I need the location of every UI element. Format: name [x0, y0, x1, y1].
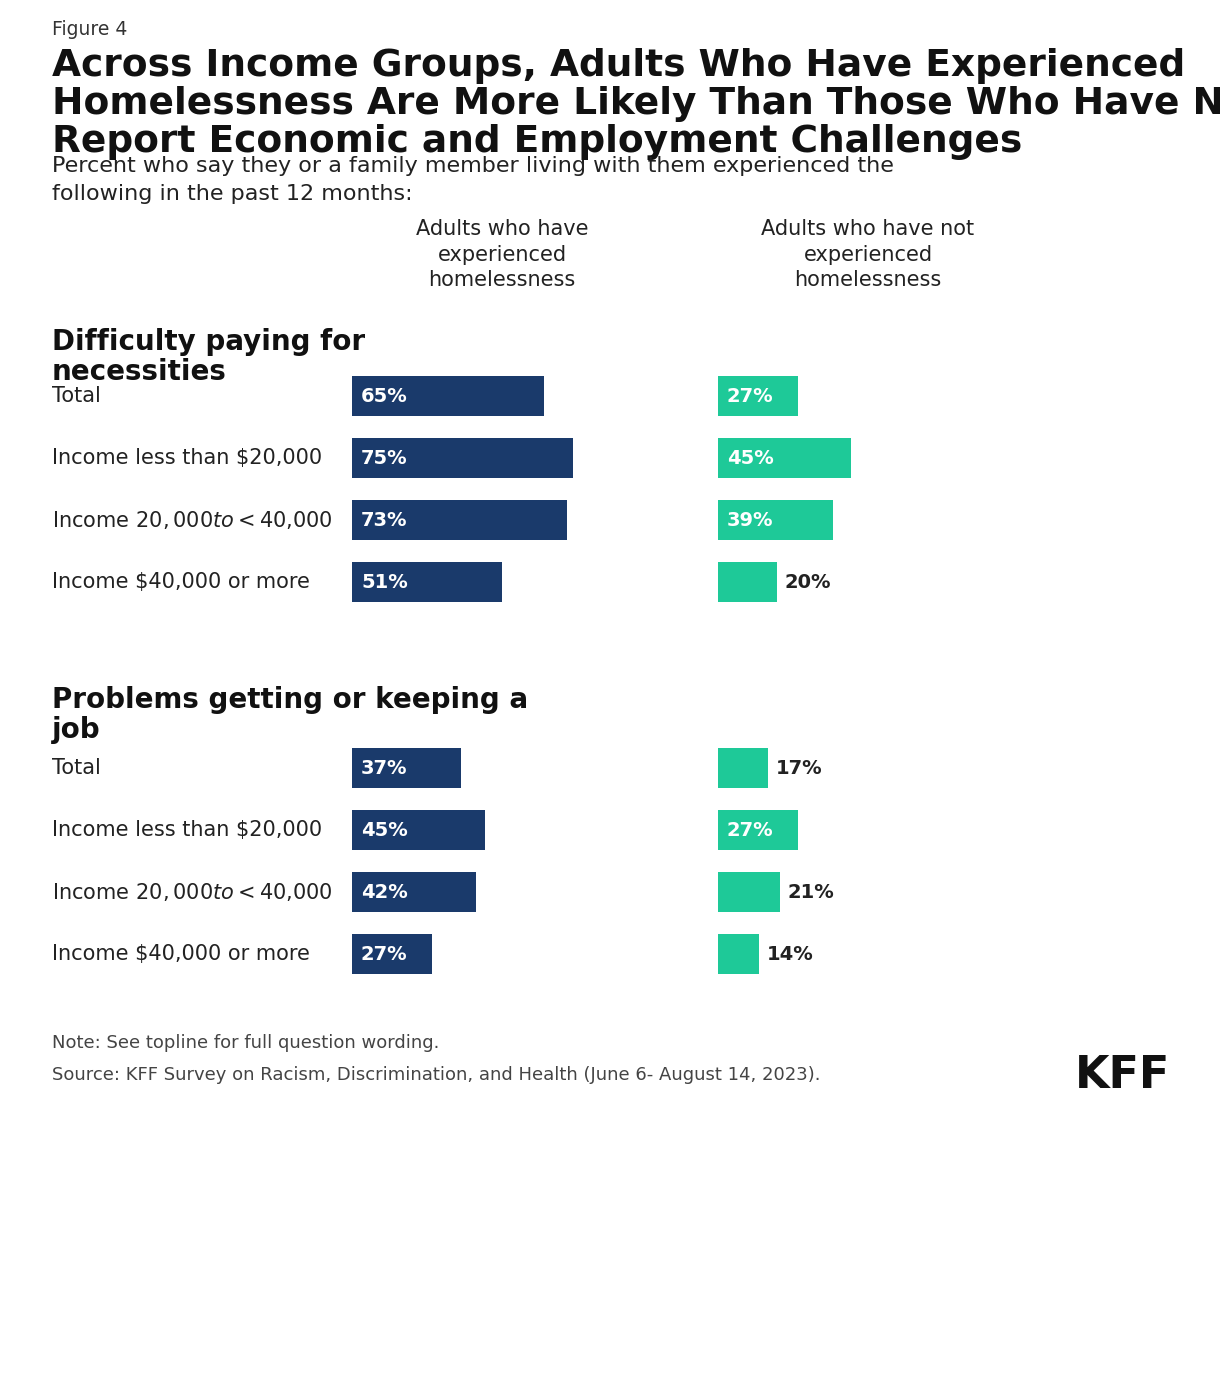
- Text: Difficulty paying for: Difficulty paying for: [52, 328, 365, 356]
- Text: Income $40,000 or more: Income $40,000 or more: [52, 944, 310, 965]
- Bar: [353, 438, 573, 478]
- Text: Note: See topline for full question wording.: Note: See topline for full question word…: [52, 1034, 439, 1052]
- Bar: [719, 809, 798, 850]
- Text: 51%: 51%: [361, 572, 407, 592]
- Bar: [719, 561, 777, 602]
- Text: Adults who have not
experienced
homelessness: Adults who have not experienced homeless…: [761, 219, 975, 290]
- Text: 20%: 20%: [784, 572, 832, 592]
- Text: 45%: 45%: [361, 821, 407, 840]
- Bar: [353, 872, 476, 912]
- Text: Adults who have
experienced
homelessness: Adults who have experienced homelessness: [416, 219, 588, 290]
- Text: Report Economic and Employment Challenges: Report Economic and Employment Challenge…: [52, 123, 1022, 159]
- Bar: [719, 872, 780, 912]
- Text: Income less than $20,000: Income less than $20,000: [52, 821, 322, 840]
- Text: 27%: 27%: [361, 944, 407, 963]
- Text: Problems getting or keeping a: Problems getting or keeping a: [52, 686, 528, 714]
- Text: 42%: 42%: [361, 883, 407, 901]
- Text: Source: KFF Survey on Racism, Discrimination, and Health (June 6- August 14, 202: Source: KFF Survey on Racism, Discrimina…: [52, 1066, 821, 1084]
- Text: Percent who say they or a family member living with them experienced the: Percent who say they or a family member …: [52, 157, 894, 176]
- Bar: [719, 500, 833, 541]
- Text: KFF: KFF: [1075, 1053, 1170, 1096]
- Bar: [719, 934, 759, 974]
- Bar: [353, 934, 432, 974]
- Text: Figure 4: Figure 4: [52, 19, 127, 39]
- Bar: [353, 809, 484, 850]
- Text: 39%: 39%: [727, 510, 773, 529]
- Text: 45%: 45%: [727, 449, 773, 467]
- Text: 21%: 21%: [788, 883, 834, 901]
- Bar: [353, 500, 567, 541]
- Text: Homelessness Are More Likely Than Those Who Have Not To: Homelessness Are More Likely Than Those …: [52, 86, 1220, 122]
- Text: 75%: 75%: [361, 449, 407, 467]
- Bar: [353, 561, 503, 602]
- Text: 37%: 37%: [361, 758, 407, 778]
- Text: 73%: 73%: [361, 510, 407, 529]
- Text: 14%: 14%: [767, 944, 814, 963]
- Text: 27%: 27%: [727, 387, 773, 406]
- Bar: [719, 438, 850, 478]
- Text: 17%: 17%: [776, 758, 822, 778]
- Text: Across Income Groups, Adults Who Have Experienced: Across Income Groups, Adults Who Have Ex…: [52, 49, 1186, 85]
- Text: 27%: 27%: [727, 821, 773, 840]
- Text: following in the past 12 months:: following in the past 12 months:: [52, 184, 412, 204]
- Text: job: job: [52, 717, 100, 744]
- Bar: [353, 376, 544, 416]
- Text: Income $20,000 to <$40,000: Income $20,000 to <$40,000: [52, 509, 333, 531]
- Text: Income $40,000 or more: Income $40,000 or more: [52, 572, 310, 592]
- Bar: [719, 748, 769, 789]
- Text: Income $20,000 to <$40,000: Income $20,000 to <$40,000: [52, 881, 333, 904]
- Bar: [353, 748, 461, 789]
- Text: necessities: necessities: [52, 358, 227, 385]
- Text: Total: Total: [52, 385, 101, 406]
- Text: 65%: 65%: [361, 387, 407, 406]
- Bar: [719, 376, 798, 416]
- Text: Income less than $20,000: Income less than $20,000: [52, 448, 322, 468]
- Text: Total: Total: [52, 758, 101, 778]
